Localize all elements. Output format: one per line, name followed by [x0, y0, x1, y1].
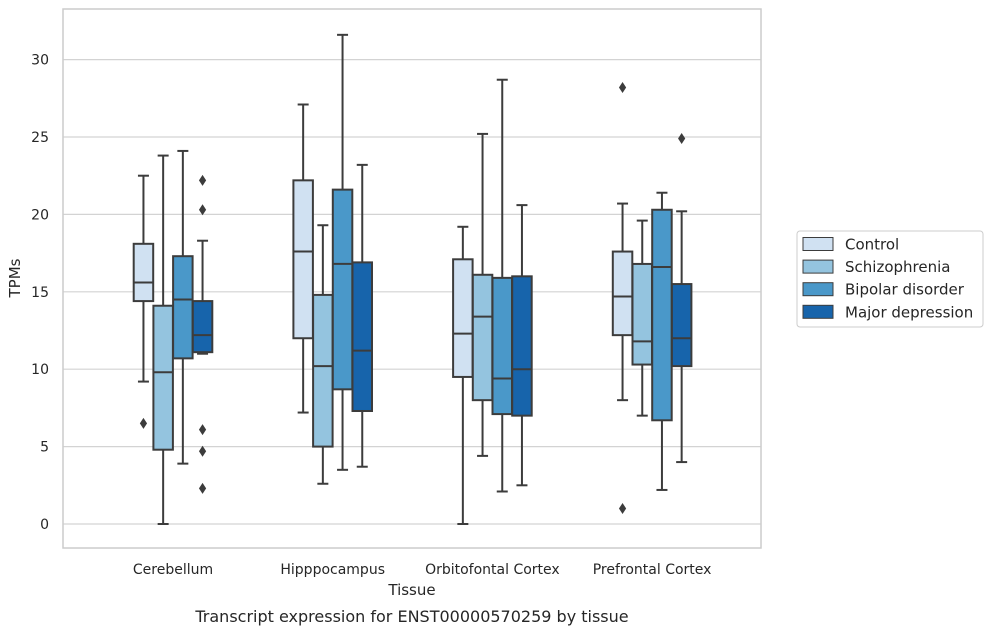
- box-1-0: [152, 154, 174, 525]
- box-iqr: [312, 293, 334, 448]
- box-1-2: [471, 132, 494, 457]
- x-tick-label: Hipppocampus: [280, 562, 385, 578]
- legend-swatch: [802, 304, 834, 319]
- outlier-point: [198, 482, 207, 494]
- x-tick-label: Orbitofontal Cortex: [425, 562, 560, 578]
- x-tick-label: Cerebellum: [133, 562, 213, 578]
- box-3-1: [351, 163, 373, 468]
- box-iqr: [471, 273, 494, 402]
- box-3-3: [670, 133, 693, 464]
- box-iqr: [651, 208, 673, 422]
- legend-label: Schizophrenia: [845, 258, 950, 276]
- box-0-0: [132, 174, 155, 429]
- outlier-point: [198, 174, 207, 186]
- box-2-1: [331, 33, 354, 471]
- x-axis-label: Tissue: [387, 581, 435, 599]
- legend: Control Schizophrenia Bipolar disorder Majo…: [796, 230, 984, 328]
- box-0-3: [611, 81, 634, 515]
- outlier-point: [198, 445, 207, 457]
- box-2-2: [491, 78, 513, 493]
- plot-area-frame: [62, 8, 762, 549]
- outlier-point: [198, 204, 207, 216]
- box-iqr: [292, 179, 314, 340]
- x-tick-label: Prefrontal Cortex: [593, 562, 712, 578]
- legend-label: Control: [845, 236, 899, 254]
- legend-label: Major depression: [845, 303, 973, 321]
- box-iqr: [611, 250, 634, 337]
- box-0-2: [452, 225, 474, 525]
- box-2-3: [651, 191, 673, 491]
- box-iqr: [152, 304, 174, 451]
- box-iqr: [670, 283, 693, 368]
- x-tick-labels: Cerebellum Hipppocampus Orbitofontal Corte…: [133, 562, 712, 578]
- box-iqr: [491, 276, 513, 416]
- box-plots: [132, 33, 693, 525]
- legend-label: Bipolar disorder: [845, 281, 965, 299]
- y-tick-label: 10: [31, 362, 49, 378]
- box-iqr: [631, 262, 653, 366]
- box-3-2: [511, 204, 533, 487]
- box-1-3: [631, 219, 653, 417]
- box-iqr: [331, 188, 354, 391]
- box-iqr: [351, 261, 373, 412]
- box-iqr: [191, 300, 214, 354]
- y-tick-label: 5: [40, 440, 49, 456]
- y-tick-label: 0: [40, 517, 49, 533]
- y-axis-label: TPMs: [6, 258, 24, 298]
- box-iqr: [511, 275, 533, 417]
- outlier-point: [198, 424, 207, 436]
- y-tick-label: 20: [31, 207, 49, 223]
- box-2-0: [172, 149, 194, 465]
- box-iqr: [172, 255, 194, 360]
- box-0-1: [292, 103, 314, 414]
- y-tick-label: 15: [31, 285, 49, 301]
- outlier-point: [139, 417, 148, 429]
- legend-swatch: [802, 237, 834, 251]
- box-1-1: [312, 224, 334, 485]
- outlier-point: [678, 133, 686, 145]
- legend-frame: [796, 230, 984, 328]
- box-3-0: [191, 174, 214, 494]
- outlier-point: [618, 81, 627, 93]
- outlier-point: [618, 503, 627, 515]
- legend-swatch: [802, 282, 834, 297]
- y-tick-label: 25: [31, 130, 49, 146]
- legend-swatch: [802, 259, 834, 274]
- box-iqr: [452, 258, 474, 378]
- chart-caption: Transcript expression for ENST0000057025…: [194, 607, 628, 626]
- y-tick-labels: 0 5 10 15 20 25 30: [31, 53, 49, 533]
- y-tick-label: 30: [31, 53, 49, 69]
- box-iqr: [132, 242, 155, 303]
